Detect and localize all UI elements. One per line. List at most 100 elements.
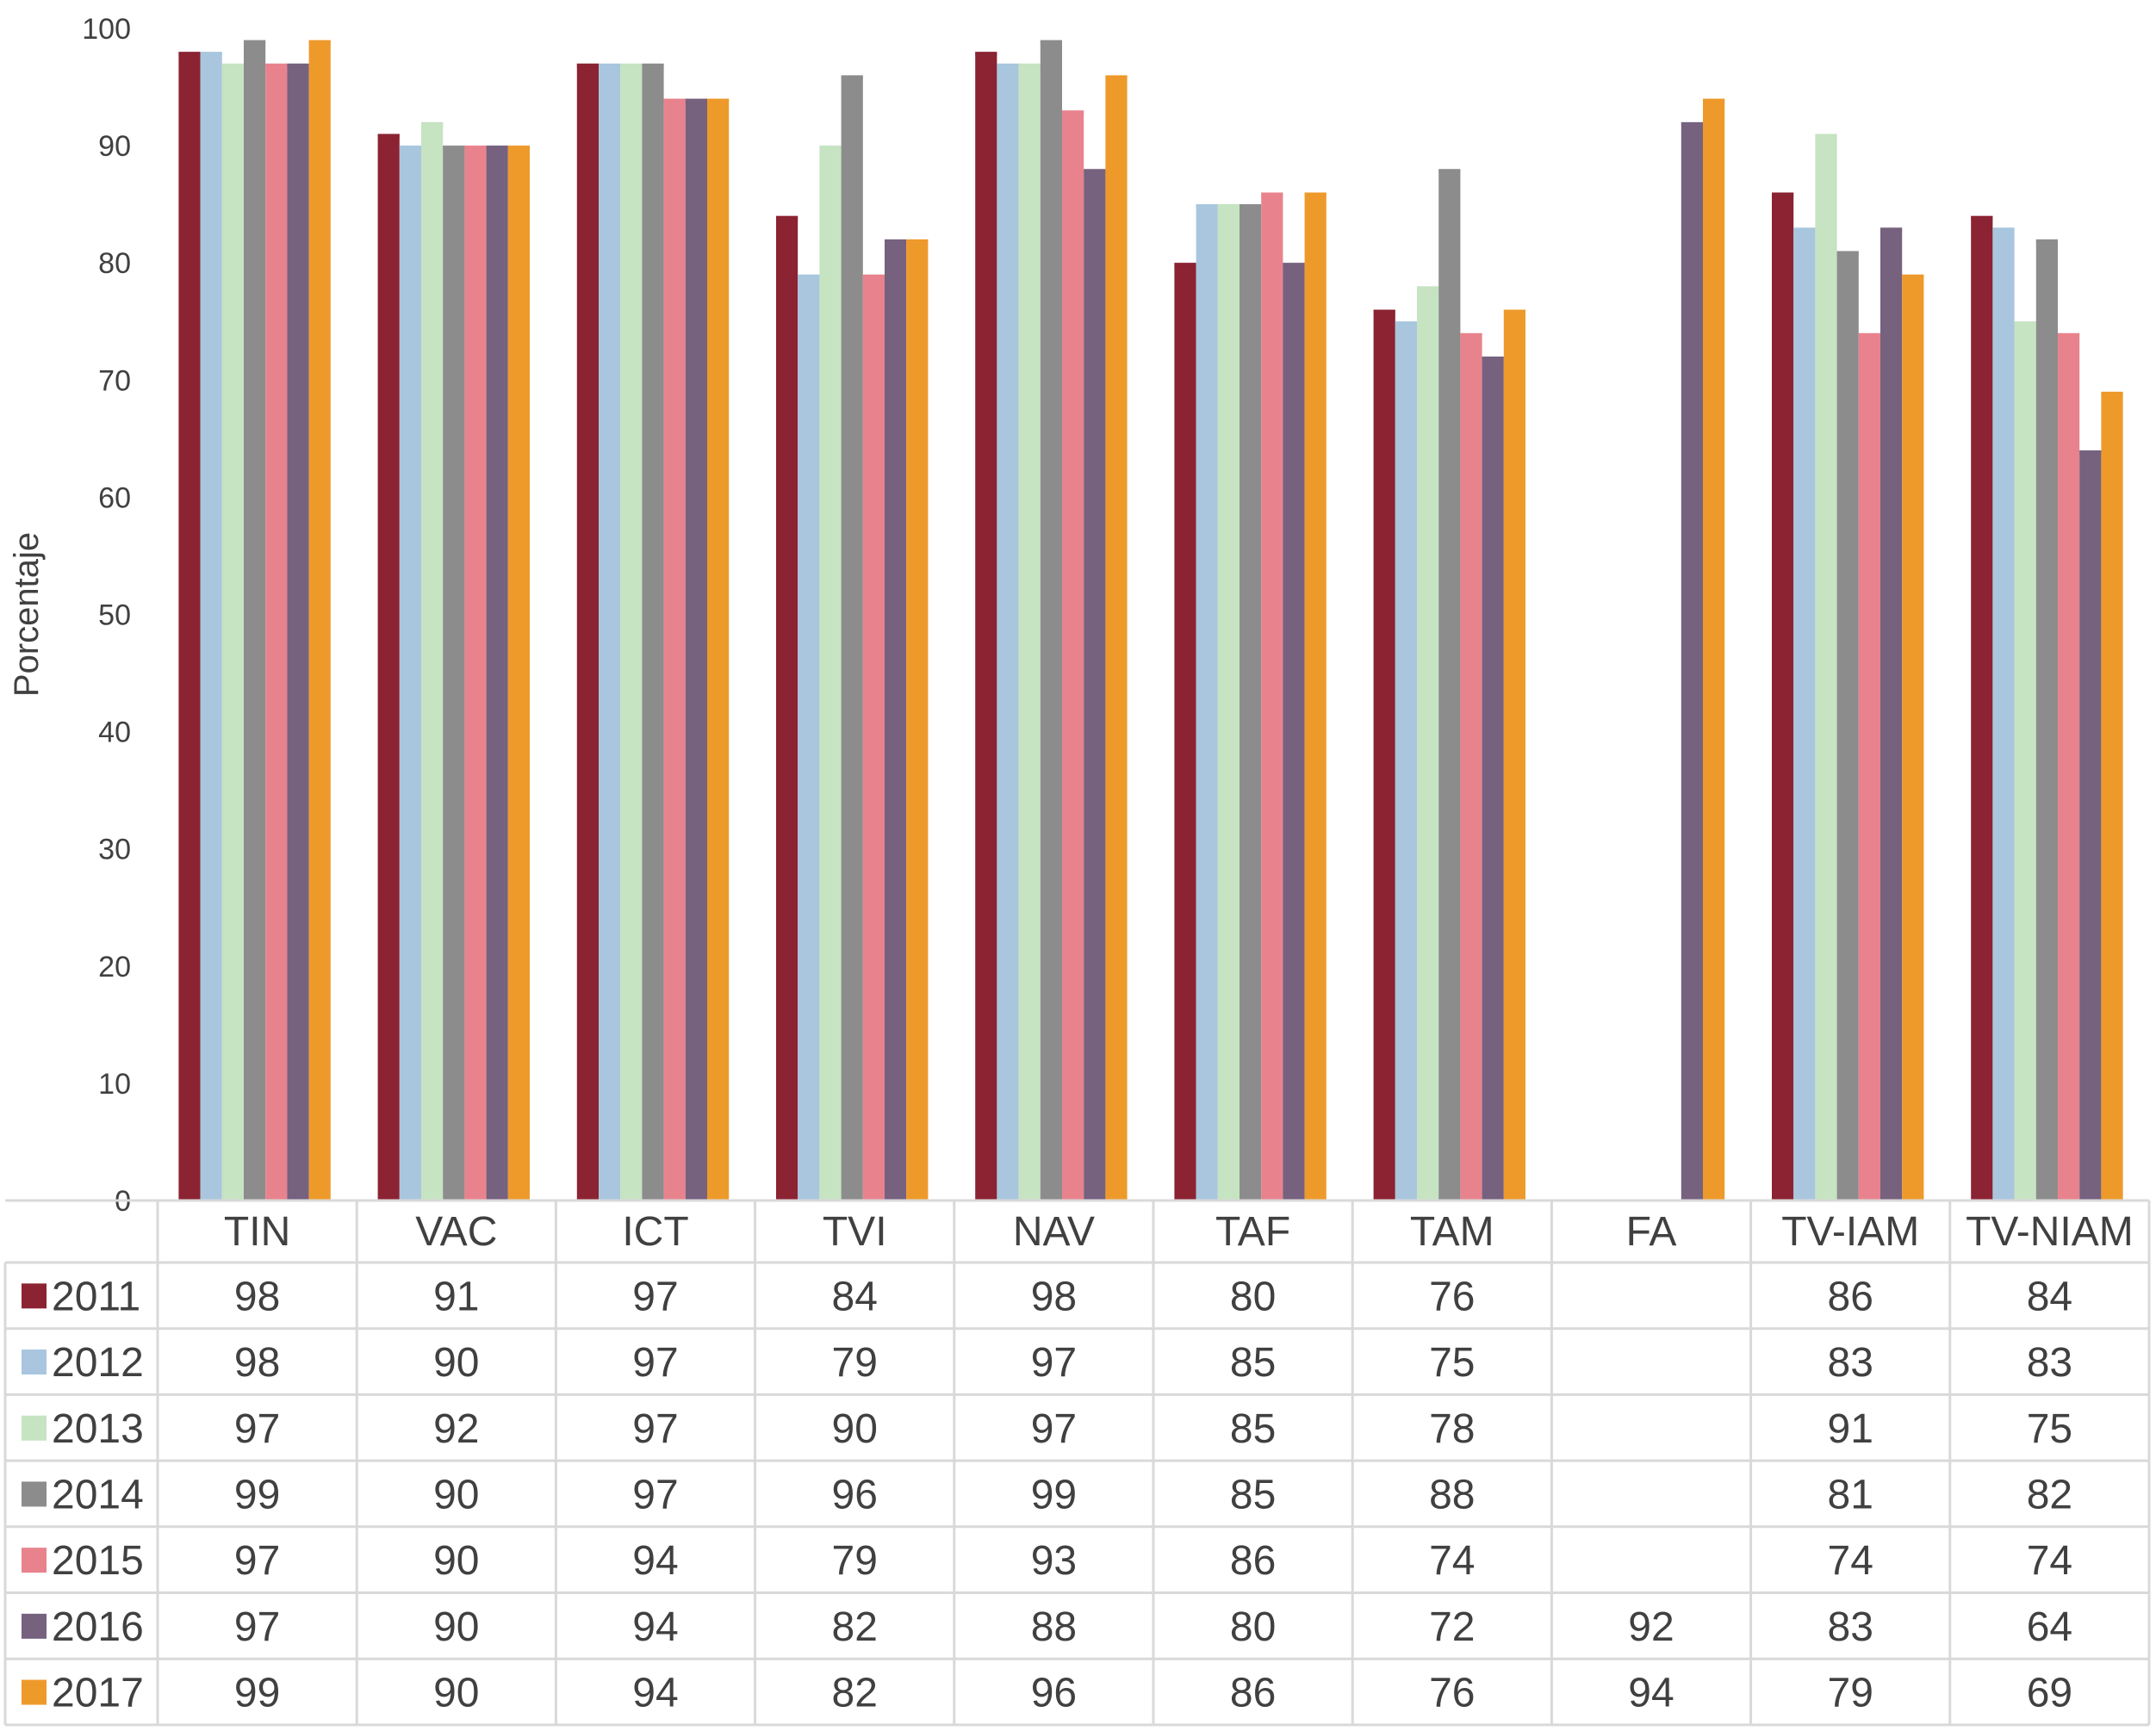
bar-2013-TAM: [1417, 286, 1439, 1201]
bar-cap-2016-TAF: [1283, 263, 1305, 268]
bar-2014-TV-NIAM: [2035, 239, 2058, 1201]
bar-2013-TV-NIAM: [2014, 321, 2036, 1201]
data-label: 91: [1828, 1406, 1873, 1452]
bar-cap-2015-ICT: [663, 98, 686, 103]
data-label: 64: [2027, 1604, 2072, 1650]
bar-2016-TIN: [287, 63, 309, 1201]
legend-key-2015: [22, 1548, 47, 1573]
bar-cap-2016-TVI: [885, 239, 907, 244]
bar-cap-2015-NAV: [1062, 110, 1084, 115]
x-category-label: TV-NIAM: [1966, 1209, 2134, 1255]
bar-2011-TAM: [1373, 309, 1395, 1201]
data-label: 98: [234, 1274, 280, 1319]
data-label: 97: [632, 1340, 678, 1386]
data-label: 97: [632, 1472, 678, 1517]
bar-cap-2011-TV-IAM: [1772, 192, 1794, 197]
bar-cap-2017-NAV: [1105, 75, 1128, 80]
bar-cap-2015-TV-IAM: [1858, 332, 1880, 338]
bar-2016-TVI: [885, 239, 907, 1201]
bar-2016-TAF: [1283, 263, 1305, 1201]
bar-cap-2015-TAM: [1460, 332, 1482, 338]
data-label: 86: [1230, 1538, 1276, 1584]
bar-cap-2012-TV-IAM: [1793, 227, 1816, 233]
y-tick-label: 80: [98, 247, 131, 280]
data-label: 79: [832, 1340, 878, 1386]
data-label: 90: [433, 1671, 479, 1716]
data-label: 72: [1429, 1604, 1475, 1650]
data-label: 83: [1828, 1604, 1873, 1650]
bar-2011-VAC: [377, 133, 400, 1201]
bar-2015-TVI: [862, 274, 885, 1201]
bar-cap-2013-TV-NIAM: [2014, 321, 2036, 326]
x-category-label: ICT: [622, 1209, 688, 1255]
data-label: 97: [1031, 1406, 1077, 1452]
bar-cap-2013-TAM: [1417, 286, 1439, 291]
data-label: 94: [1628, 1671, 1674, 1716]
bar-2014-TV-IAM: [1836, 251, 1859, 1201]
legend-key-2012: [22, 1349, 47, 1375]
bar-2011-TIN: [178, 52, 201, 1201]
data-label: 79: [1828, 1671, 1873, 1716]
bar-2013-TV-IAM: [1815, 133, 1837, 1201]
data-label: 82: [832, 1604, 878, 1650]
data-label: 97: [234, 1406, 280, 1452]
legend-key-2016: [22, 1613, 47, 1639]
data-label: 85: [1230, 1406, 1276, 1452]
data-label: 96: [1031, 1671, 1077, 1716]
data-label: 88: [1031, 1604, 1077, 1650]
bar-cap-2013-NAV: [1018, 63, 1041, 68]
legend-label: 2012: [52, 1340, 144, 1386]
bar-cap-2017-TV-IAM: [1902, 274, 1924, 279]
bar-2016-TV-IAM: [1880, 227, 1903, 1201]
bar-2011-TVI: [776, 215, 798, 1201]
bar-cap-2014-TV-NIAM: [2035, 239, 2058, 244]
bar-cap-2017-TVI: [906, 239, 929, 244]
bar-2013-TAF: [1217, 204, 1240, 1201]
x-category-label: TVI: [823, 1209, 887, 1255]
data-label: 80: [1230, 1274, 1276, 1319]
data-label: 74: [1828, 1538, 1873, 1584]
bar-cap-2013-TVI: [819, 146, 842, 151]
data-label: 99: [234, 1472, 280, 1517]
data-label: 84: [2027, 1274, 2072, 1319]
bar-2012-TAF: [1196, 204, 1218, 1201]
bar-cap-2015-TV-NIAM: [2058, 332, 2080, 338]
data-label: 90: [433, 1340, 479, 1386]
bar-cap-2011-TVI: [776, 215, 798, 220]
legend-key-2013: [22, 1415, 47, 1441]
bar-cap-2012-NAV: [997, 63, 1019, 68]
bar-cap-2013-ICT: [620, 63, 643, 68]
data-label: 78: [1429, 1406, 1475, 1452]
bar-2011-ICT: [576, 63, 599, 1201]
data-label: 94: [632, 1604, 678, 1650]
bar-2012-TV-NIAM: [1992, 227, 2015, 1201]
bar-cap-2013-TIN: [221, 63, 244, 68]
bar-cap-2012-TIN: [200, 52, 222, 57]
bar-cap-2013-VAC: [421, 121, 444, 127]
bar-cap-2015-TVI: [862, 274, 885, 279]
bar-cap-2017-VAC: [507, 146, 530, 151]
y-tick-label: 10: [98, 1068, 131, 1101]
legend-label: 2015: [52, 1538, 144, 1584]
data-label: 86: [1828, 1274, 1873, 1319]
bar-cap-2016-NAV: [1084, 169, 1106, 174]
data-label: 80: [1230, 1604, 1276, 1650]
bar-cap-2012-VAC: [399, 146, 421, 151]
legend-label: 2011: [52, 1274, 140, 1319]
data-label: 98: [1031, 1274, 1077, 1319]
y-tick-label: 30: [98, 834, 131, 866]
legend-label: 2013: [52, 1406, 144, 1452]
bar-2012-TVI: [798, 274, 820, 1201]
bar-cap-2014-TAM: [1438, 169, 1461, 174]
bar-2015-TV-NIAM: [2058, 332, 2080, 1201]
bar-cap-2011-TIN: [178, 52, 201, 57]
y-axis-title: Porcentaje: [8, 532, 46, 697]
data-label: 93: [1031, 1538, 1077, 1584]
x-category-label: TAF: [1215, 1209, 1290, 1255]
bar-cap-2016-TV-IAM: [1880, 227, 1903, 233]
data-label: 97: [632, 1274, 678, 1319]
bar-2015-TV-IAM: [1858, 332, 1880, 1201]
bar-cap-2014-TAF: [1240, 204, 1262, 209]
